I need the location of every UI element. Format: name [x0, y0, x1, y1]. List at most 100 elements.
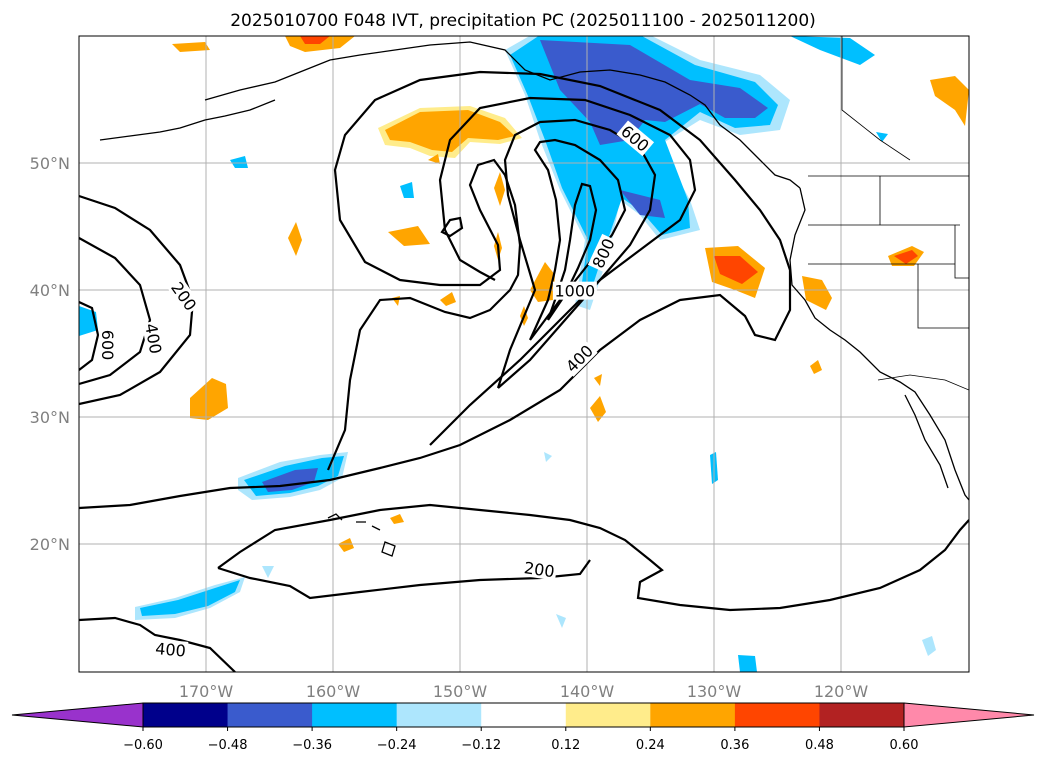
pos-anomaly-red-utah: [894, 250, 918, 264]
graticule: [79, 36, 969, 672]
neg-anomaly-light-small-2: [556, 614, 566, 628]
ivt-contour-800: [79, 301, 100, 371]
colorbar-tick-label: −0.48: [208, 738, 248, 753]
neg-anomaly-light-small-4: [262, 566, 274, 578]
colorbar-extend-min: [11, 702, 144, 728]
lon-label-140w: 140°W: [560, 682, 615, 701]
colorbar-bin-7: [734, 703, 820, 727]
coastlines: [99, 41, 969, 557]
ivt-contour-400-south: [79, 616, 236, 672]
pos-anomaly-orange-small-2: [388, 226, 430, 246]
hawaii-islands: [327, 513, 396, 557]
contour-label-bg: [587, 233, 619, 273]
figure-title: 2025010700 F048 IVT, precipitation PC (2…: [230, 11, 816, 31]
ivt-contour-400-ar: [429, 96, 697, 446]
pos-anomaly-orange-small-3: [494, 172, 505, 206]
pos-anomaly-orange-central: [385, 110, 515, 152]
pos-anomaly-orange-oregon: [802, 276, 832, 310]
colorbar-bin-0: [143, 703, 229, 727]
colorbar-bin-8: [819, 703, 905, 727]
neg-anomaly-blue-sw: [140, 580, 240, 616]
pos-anomaly-orange-ne-corner: [930, 76, 969, 126]
pos-anomaly-orange-small-6: [594, 374, 602, 386]
ivt-contour-200: [79, 70, 792, 510]
contour-label-bg: [552, 281, 597, 300]
lon-label-170w: 170°W: [179, 682, 234, 701]
contour-label-bg: [152, 638, 189, 660]
colorbar-extend-max: [903, 702, 1035, 728]
colorbar: −0.60 −0.48 −0.36 −0.24 −0.12 0.12 0.24 0.36 0.4…: [11, 702, 1035, 753]
colorbar-bin-4: [481, 703, 567, 727]
contour-label-bg: [98, 328, 117, 363]
alaska-coastline: [204, 41, 801, 189]
pos-anomaly-orange-small-10: [338, 538, 354, 552]
neg-anomaly-blue-small-4: [876, 132, 888, 142]
aleutian-chain: [99, 99, 276, 141]
lon-label-130w: 130°W: [687, 682, 742, 701]
colorbar-tick-label: −0.12: [461, 738, 501, 753]
lon-label-150w: 150°W: [433, 682, 488, 701]
canada-province-border: [841, 36, 911, 161]
contour-label-bg: [616, 120, 655, 157]
neg-anomaly-royal-north: [540, 40, 768, 145]
colorbar-tick-label: −0.24: [377, 738, 417, 753]
colorbar-tick-label: −0.60: [123, 738, 163, 753]
pos-anomaly-red-ne-pacific: [714, 256, 758, 284]
pos-anomaly-orange-small-9: [428, 154, 440, 164]
colorbar-bin-3: [396, 703, 482, 727]
pos-anomaly-orange-small-11: [390, 514, 404, 524]
map-frame: [78, 35, 970, 673]
longitude-labels: 170°W 160°W 150°W 140°W 130°W 120°W: [179, 682, 869, 701]
ivt-contour-200-south: [217, 503, 969, 612]
state-borders: [808, 176, 969, 329]
contour-label-600: 600: [98, 330, 117, 361]
lon-label-160w: 160°W: [306, 682, 361, 701]
neg-anomaly-blue-top-right: [790, 36, 875, 65]
contour-label-bg: [141, 320, 166, 357]
contour-label-200: 200: [523, 558, 556, 581]
colorbar-bin-5: [565, 703, 651, 727]
pos-anomaly-orange-small-1: [288, 222, 302, 256]
colorbar-bin-6: [650, 703, 736, 727]
contour-label-bg: [166, 277, 202, 316]
colorbar-outline: [142, 702, 905, 728]
pos-anomaly-orange-west: [190, 378, 228, 420]
precipitation-shading: [79, 36, 969, 672]
neg-anomaly-blue-small-3: [400, 182, 414, 198]
lat-label-50n: 50°N: [30, 154, 70, 173]
colorbar-tick-label: −0.36: [292, 738, 332, 753]
ivt-contour-1000: [546, 182, 598, 321]
contour-label-bg: [560, 339, 598, 377]
colorbar-tick-label: 0.60: [890, 738, 919, 753]
contour-label-400: 400: [155, 639, 187, 661]
neg-anomaly-blue-south: [738, 655, 757, 672]
neg-anomaly-royal-south: [620, 190, 665, 218]
colorbar-tick-label: 0.24: [636, 738, 665, 753]
lat-label-30n: 30°N: [30, 408, 70, 427]
contour-label-1000: 1000: [554, 282, 595, 301]
lon-label-120w: 120°W: [814, 682, 869, 701]
colorbar-bin-1: [227, 703, 313, 727]
lat-label-20n: 20°N: [30, 535, 70, 554]
baja-coastline: [904, 394, 949, 489]
contour-label-bg: [521, 557, 558, 581]
neg-anomaly-blue-small-2: [230, 156, 248, 168]
colorbar-tick-label: 0.12: [551, 738, 580, 753]
pos-anomaly-red-top: [300, 36, 330, 44]
political-borders: [808, 36, 969, 391]
ivt-contour-600: [79, 237, 152, 386]
ivt-contour-small-loop: [440, 216, 464, 238]
colorbar-tick-label: 0.36: [720, 738, 749, 753]
west-coast: [789, 187, 969, 501]
neg-anomaly-light-small-1: [544, 452, 552, 462]
pos-anomaly-orange-small-12: [810, 360, 822, 374]
pos-anomaly-orange-small-5: [590, 396, 606, 422]
neg-anomaly-light-small-3: [922, 636, 936, 656]
colorbar-tick-label: 0.48: [805, 738, 834, 753]
pos-anomaly-orange-small-8: [440, 292, 456, 306]
lat-label-40n: 40°N: [30, 281, 70, 300]
latitude-labels: 50°N 40°N 30°N 20°N: [30, 154, 70, 554]
pos-anomaly-orange-nw: [172, 42, 210, 52]
